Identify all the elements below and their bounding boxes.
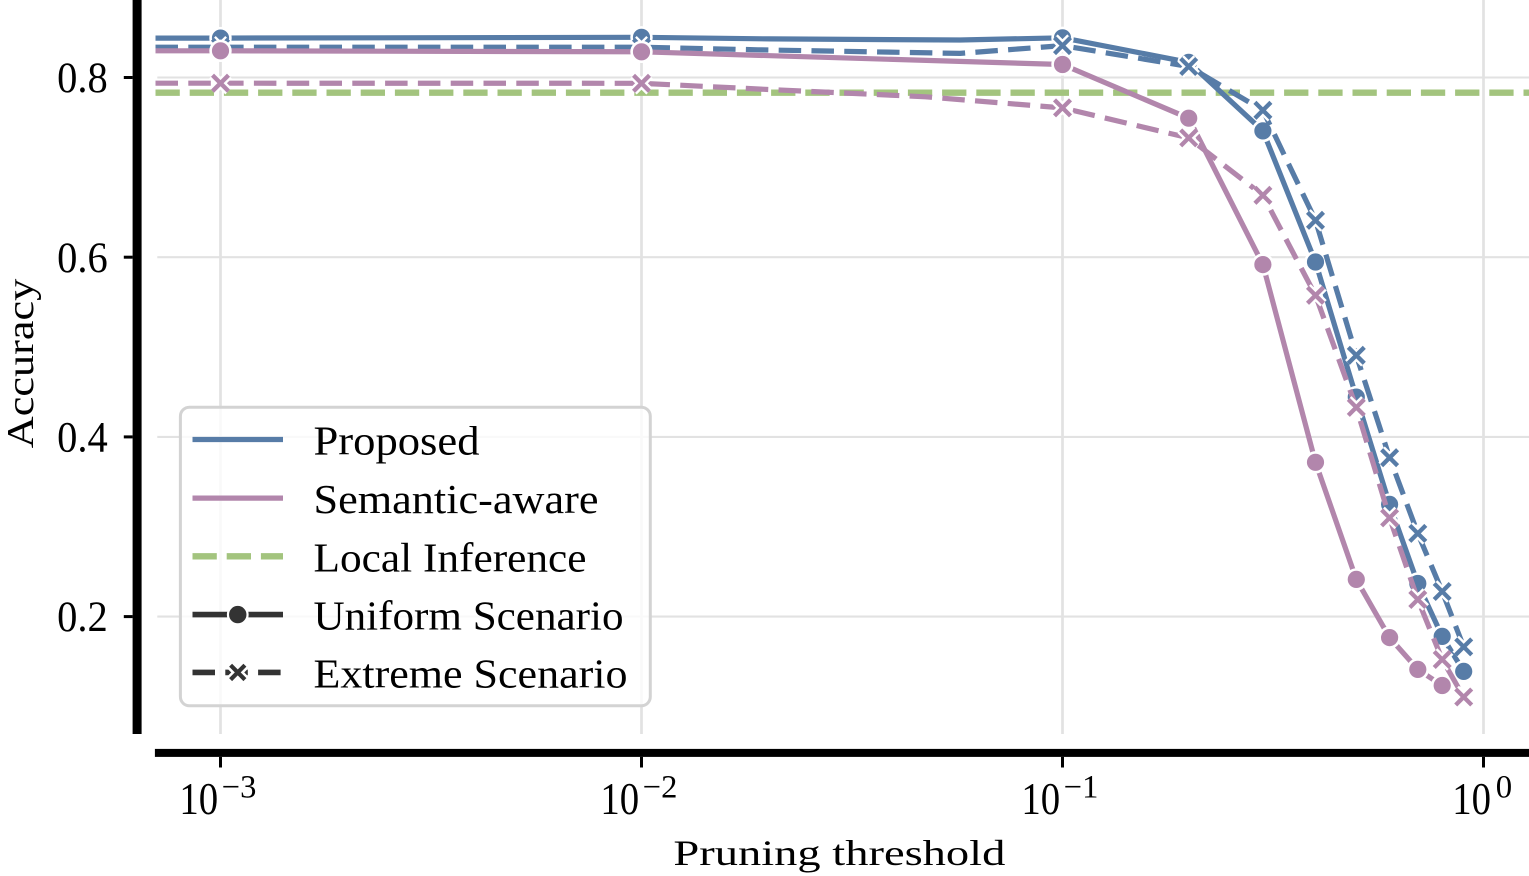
svg-text:0.6: 0.6 [57,234,108,282]
svg-text:10: 10 [1021,774,1060,824]
svg-text:0: 0 [1496,769,1512,805]
svg-text:10: 10 [600,774,639,824]
svg-text:Semantic-aware: Semantic-aware [314,476,599,522]
svg-text:−3: −3 [222,769,257,805]
svg-text:10: 10 [179,774,218,824]
svg-text:10: 10 [1452,774,1491,824]
svg-text:Accuracy: Accuracy [0,279,42,449]
svg-text:Pruning threshold: Pruning threshold [673,833,1005,873]
svg-text:0.2: 0.2 [57,593,108,641]
svg-text:0.8: 0.8 [57,54,108,102]
svg-text:0.4: 0.4 [57,413,108,461]
svg-text:Uniform Scenario: Uniform Scenario [314,593,624,639]
svg-text:−2: −2 [643,769,678,805]
svg-text:Local Inference: Local Inference [314,534,587,580]
svg-text:Extreme Scenario: Extreme Scenario [314,650,628,696]
svg-text:Proposed: Proposed [314,418,480,464]
svg-text:−1: −1 [1064,769,1099,805]
